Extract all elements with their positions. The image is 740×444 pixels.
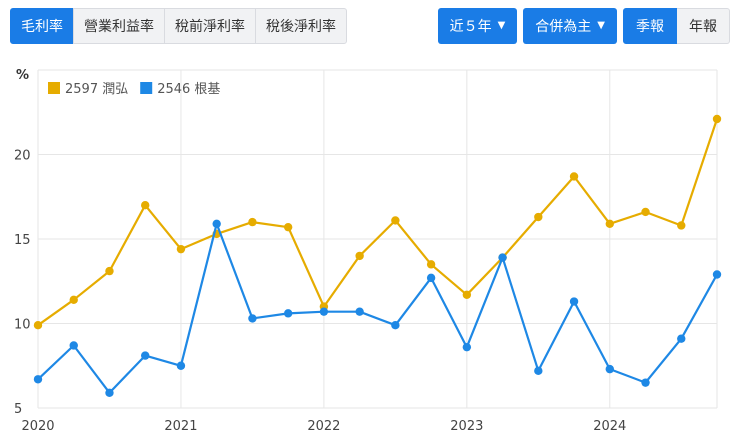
metric-tabs: 毛利率 營業利益率 稅前淨利率 稅後淨利率: [10, 8, 347, 44]
data-point-1: [283, 222, 293, 232]
series-1: [33, 114, 722, 330]
data-point-2: [605, 364, 614, 374]
tab-gross-margin[interactable]: 毛利率: [10, 8, 74, 44]
data-point-2: [534, 366, 543, 376]
data-point-2: [677, 334, 686, 343]
series-2: [33, 219, 722, 397]
data-point-1: [355, 251, 364, 261]
data-point-2: [498, 253, 507, 262]
data-point-2: [141, 351, 150, 360]
tab-net-margin[interactable]: 稅後淨利率: [255, 8, 347, 44]
data-point-2: [212, 219, 221, 228]
tab-pretax-margin[interactable]: 稅前淨利率: [164, 8, 256, 44]
consolidation-dropdown-label: 合併為主: [535, 19, 592, 35]
data-point-1: [391, 216, 400, 225]
series-line-1: [37, 118, 719, 327]
data-point-1: [641, 207, 650, 217]
chevron-down-icon: ▼: [497, 20, 506, 31]
y-axis-unit-label: %: [16, 68, 29, 83]
y-tick-label: 15: [14, 233, 31, 248]
period-option-quarterly[interactable]: 季報: [623, 8, 677, 44]
chevron-down-icon: ▼: [597, 20, 605, 31]
y-tick-label: 20: [14, 149, 31, 164]
data-point-2: [641, 378, 650, 387]
data-point-1: [248, 217, 257, 227]
y-tick-label: 10: [14, 318, 31, 333]
data-point-1: [33, 320, 43, 330]
data-point-2: [391, 320, 400, 330]
period-option-annual[interactable]: 年報: [677, 8, 730, 44]
data-point-2: [319, 307, 329, 316]
range-dropdown-label: 近５年: [449, 19, 492, 35]
data-point-1: [462, 290, 472, 299]
x-tick-label: 2024: [593, 419, 626, 434]
data-point-1: [534, 212, 543, 222]
legend-swatch-2: [140, 82, 153, 94]
data-point-2: [462, 342, 472, 352]
series-line-2: [37, 222, 718, 394]
data-point-2: [426, 273, 436, 283]
data-point-1: [176, 244, 186, 254]
tab-operating-margin[interactable]: 營業利益率: [73, 8, 165, 44]
legend-swatch-1: [48, 82, 60, 94]
legend-label-1: 2597 潤弘: [65, 82, 128, 97]
data-point-1: [69, 295, 78, 305]
period-toggle: 季報 年報: [623, 8, 730, 44]
data-point-1: [712, 114, 722, 124]
data-point-2: [569, 297, 579, 306]
data-point-1: [426, 260, 436, 269]
data-point-1: [569, 172, 579, 181]
chart-controls: 近５年 ▼ 合併為主 ▼ 季報 年報: [437, 8, 730, 44]
range-dropdown[interactable]: 近５年 ▼: [437, 8, 518, 44]
data-point-1: [141, 201, 150, 210]
consolidation-dropdown[interactable]: 合併為主 ▼: [523, 8, 617, 44]
legend-label-2: 2546 根基: [157, 82, 220, 97]
data-point-2: [248, 314, 257, 323]
data-point-2: [105, 388, 114, 397]
x-tick-label: 2021: [164, 419, 197, 434]
data-point-2: [33, 375, 43, 384]
x-tick-label: 2023: [450, 419, 483, 434]
data-point-2: [176, 361, 186, 370]
data-point-1: [677, 221, 686, 230]
data-point-2: [355, 307, 364, 316]
y-tick-label: 5: [14, 402, 22, 417]
x-tick-label: 2020: [21, 419, 54, 434]
data-point-1: [605, 219, 614, 228]
data-point-2: [712, 270, 722, 279]
x-tick-label: 2022: [307, 419, 340, 434]
data-point-1: [105, 266, 114, 276]
data-point-2: [283, 309, 293, 318]
data-point-2: [69, 341, 78, 350]
